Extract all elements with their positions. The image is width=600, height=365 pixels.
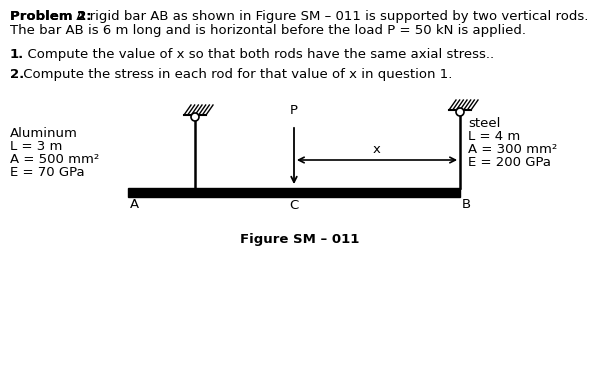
Text: L = 4 m: L = 4 m: [468, 130, 520, 143]
Text: A: A: [130, 198, 139, 211]
Text: steel: steel: [468, 117, 500, 130]
Text: 2.: 2.: [10, 68, 24, 81]
Text: Compute the value of x so that both rods have the same axial stress..: Compute the value of x so that both rods…: [19, 48, 494, 61]
Text: Aluminum: Aluminum: [10, 127, 78, 140]
Text: Problem 2: A rigid bar AB as shown in Figure SM – 011 is supported by two vertic: Problem 2: A rigid bar AB as shown in Fi…: [10, 10, 598, 23]
Text: The bar AB is 6 m long and is horizontal before the load P = 50 kN is applied.: The bar AB is 6 m long and is horizontal…: [10, 24, 526, 37]
Text: Compute the stress in each rod for that value of x in question 1.: Compute the stress in each rod for that …: [19, 68, 452, 81]
Text: x: x: [373, 143, 381, 156]
Text: C: C: [289, 199, 299, 212]
Circle shape: [191, 113, 199, 121]
Text: E = 70 GPa: E = 70 GPa: [10, 166, 85, 179]
Text: Problem 2:: Problem 2:: [10, 10, 92, 23]
Bar: [128, 188, 460, 197]
Text: A = 500 mm²: A = 500 mm²: [10, 153, 99, 166]
Text: B: B: [462, 198, 471, 211]
Text: 1.: 1.: [10, 48, 24, 61]
Text: Figure SM – 011: Figure SM – 011: [241, 233, 359, 246]
Text: Problem 2:: Problem 2:: [10, 10, 92, 23]
Text: A rigid bar AB as shown in Figure SM – 011 is supported by two vertical rods.: A rigid bar AB as shown in Figure SM – 0…: [72, 10, 589, 23]
Text: P: P: [290, 104, 298, 117]
Circle shape: [456, 108, 464, 116]
Text: E = 200 GPa: E = 200 GPa: [468, 156, 551, 169]
Text: L = 3 m: L = 3 m: [10, 140, 62, 153]
Text: A = 300 mm²: A = 300 mm²: [468, 143, 557, 156]
